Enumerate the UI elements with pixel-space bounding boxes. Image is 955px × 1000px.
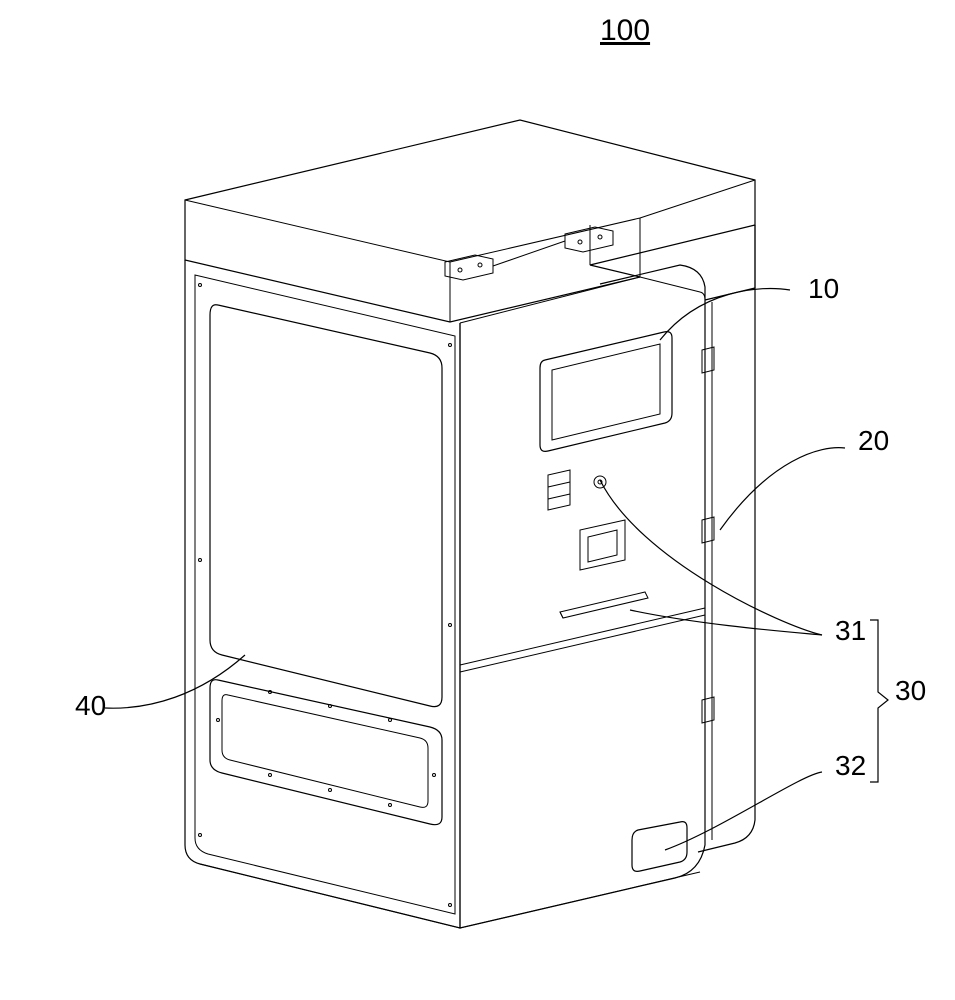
right-module-front [460, 265, 705, 928]
receipt-slot [560, 592, 648, 618]
label-31: 31 [835, 615, 866, 646]
card-reader [580, 520, 625, 570]
keypad-area [548, 470, 606, 510]
top-brackets [445, 227, 613, 280]
screen-inner [552, 344, 660, 440]
label-20: 20 [858, 425, 889, 456]
dispense-slot-inner [222, 695, 428, 808]
figure-title: 100 [600, 14, 650, 47]
lower-opening [632, 822, 687, 872]
outline-top [185, 120, 755, 322]
left-body-panel [195, 275, 455, 914]
panel-screws [199, 284, 452, 907]
right-module-side [698, 225, 755, 852]
card-reader-inner [588, 530, 617, 562]
module-seam2 [460, 615, 705, 672]
left-body-front [185, 260, 460, 928]
leader-32 [665, 772, 822, 850]
base-line [200, 864, 700, 928]
leader-31 [600, 480, 822, 635]
top-mid-edge [450, 180, 755, 262]
leader-20 [720, 448, 845, 530]
slot-screws [217, 691, 436, 807]
label-10: 10 [808, 273, 839, 304]
leader-10 [660, 288, 790, 340]
label-40: 40 [75, 690, 106, 721]
right-module-top [460, 277, 705, 323]
screen-outer [540, 332, 672, 452]
label-30: 30 [895, 675, 926, 706]
dispense-slot-outer [210, 680, 442, 825]
leader-31-b [630, 610, 822, 635]
receipt-slot-edge [560, 612, 563, 618]
bracket-30 [870, 620, 888, 782]
front-window [210, 305, 442, 707]
label-32: 32 [835, 750, 866, 781]
